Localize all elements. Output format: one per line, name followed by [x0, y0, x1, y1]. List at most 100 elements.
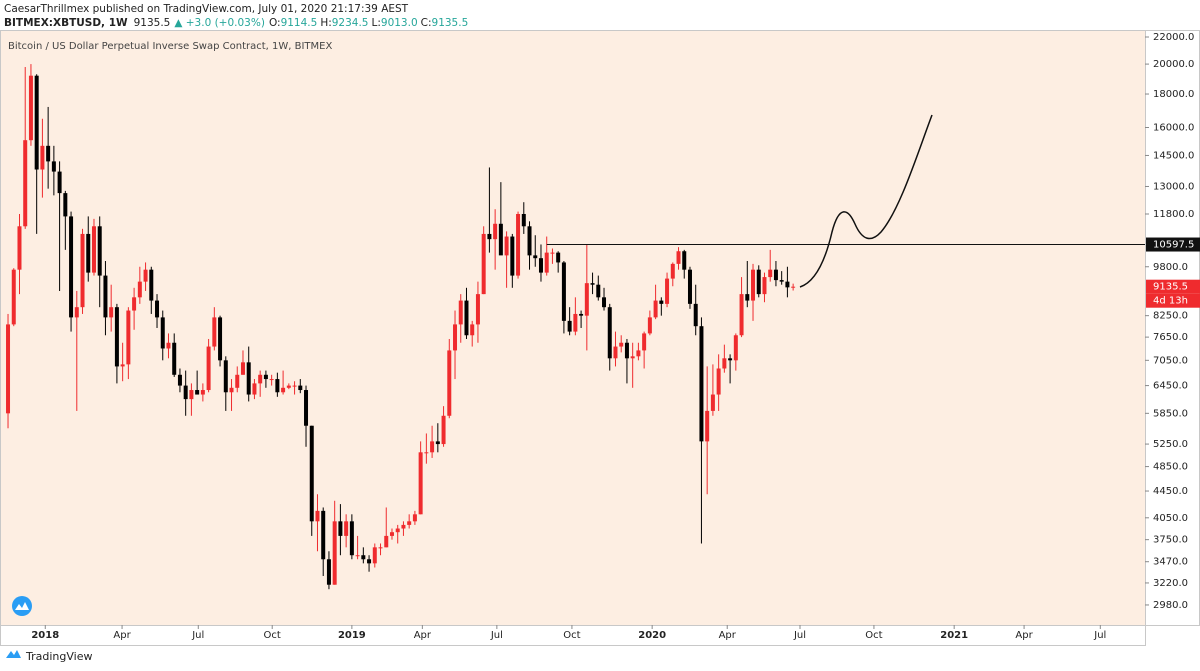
candle-body: [561, 262, 566, 321]
candle-body: [378, 547, 383, 549]
candle-body: [177, 374, 182, 386]
ohlc-label: L:: [372, 17, 381, 29]
candle-body: [17, 226, 22, 270]
candle-body: [200, 390, 205, 395]
candle-body: [223, 360, 228, 393]
candle-body: [682, 251, 687, 270]
candle-body: [218, 317, 223, 361]
footer-logo: [6, 650, 21, 658]
candle-body: [544, 252, 549, 273]
last-value: 9135.5: [134, 17, 171, 29]
candle-body: [355, 555, 360, 557]
candle-body: [470, 324, 475, 336]
candle-body: [538, 258, 543, 273]
ohlc-value: 9013.0: [381, 17, 418, 29]
price-axis: [1145, 30, 1200, 626]
candle-body: [453, 324, 458, 351]
countdown-tag: [1146, 293, 1200, 308]
y-tick-label: 3220.0: [1153, 578, 1188, 589]
price-tag: [1146, 279, 1200, 294]
candle-body: [28, 75, 33, 141]
candle-body: [309, 425, 314, 522]
x-tick-label: Jul: [1093, 630, 1106, 641]
candle-body: [498, 223, 503, 256]
candle-body: [212, 317, 217, 347]
candle-body: [143, 269, 148, 282]
candle-body: [304, 390, 309, 426]
candle-body: [263, 374, 268, 380]
candle-body: [762, 277, 767, 295]
candle-body: [361, 555, 366, 560]
candle-body: [258, 374, 263, 384]
candle-body: [298, 385, 303, 391]
candle-body: [74, 307, 79, 318]
candle-body: [269, 379, 274, 381]
y-tick-label: 3750.0: [1153, 535, 1188, 546]
candle-body: [550, 252, 555, 254]
ohlc-value: 9135.5: [432, 17, 469, 29]
candle-body: [435, 441, 440, 445]
y-tick-label: 14500.0: [1153, 150, 1194, 161]
candle-body: [579, 313, 584, 316]
x-tick-label: Oct: [264, 630, 281, 641]
level-tag: [1146, 237, 1200, 252]
candle-body: [791, 286, 796, 288]
candle-body: [137, 281, 142, 298]
candle-body: [676, 251, 681, 264]
candle-body: [642, 333, 647, 351]
candle-body: [716, 368, 721, 395]
x-tick-label: Jul: [490, 630, 503, 641]
candle-body: [389, 532, 394, 536]
candle-body: [533, 255, 538, 259]
candle-body: [321, 510, 326, 560]
candle-body: [46, 145, 51, 162]
publisher-line: CaesarThrillmex published on TradingView…: [4, 3, 409, 15]
candle-body: [6, 324, 11, 414]
candle-body: [235, 374, 240, 388]
candle-body: [567, 320, 572, 332]
candle-body: [86, 233, 91, 273]
candle-body: [447, 350, 452, 416]
change: ▲ +3.0 (+0.03%): [174, 17, 265, 29]
ohlc-label: O:: [269, 17, 281, 29]
watermark-logo: [12, 596, 32, 616]
candle-body: [768, 269, 773, 278]
y-tick-label: 4050.0: [1153, 513, 1188, 524]
candle-body: [344, 521, 349, 536]
x-tick-label: Oct: [865, 630, 882, 641]
candle-body: [69, 216, 74, 318]
candle-body: [487, 233, 492, 240]
candle-body: [624, 342, 629, 359]
candle-body: [521, 213, 526, 227]
candle-body: [229, 387, 234, 393]
y-tick-label: 7650.0: [1153, 332, 1188, 343]
candle-body: [91, 226, 96, 273]
candle-body: [407, 521, 412, 525]
x-tick-label: Apr: [1015, 630, 1033, 641]
candle-body: [613, 346, 618, 359]
candle-body: [286, 385, 291, 388]
candle-body: [315, 510, 320, 522]
candle-body: [149, 269, 154, 301]
candle-body: [195, 390, 200, 395]
price-tag-label: 9135.5: [1153, 282, 1188, 293]
candle-body: [97, 226, 102, 276]
candle-body: [63, 193, 68, 217]
candle-body: [372, 547, 377, 564]
y-tick-label: 5250.0: [1153, 439, 1188, 450]
chart-title: Bitcoin / US Dollar Perpetual Inverse Sw…: [8, 41, 332, 52]
candle-body: [751, 269, 756, 301]
candle-body: [281, 387, 286, 393]
candle-body: [384, 535, 389, 548]
candle-body: [590, 283, 595, 285]
symbol-line: BITMEX:XBTUSD, 1W 9135.5 ▲ +3.0 (+0.03%) O:…: [4, 17, 468, 29]
candle-body: [103, 275, 108, 318]
y-tick-label: 22000.0: [1153, 32, 1194, 43]
candle-body: [11, 269, 16, 325]
y-tick-label: 3470.0: [1153, 557, 1188, 568]
candle-body: [109, 307, 114, 318]
candle-body: [332, 521, 337, 585]
candle-body: [160, 317, 165, 349]
symbol: BITMEX:XBTUSD, 1W: [4, 17, 128, 29]
candle-body: [132, 297, 137, 311]
